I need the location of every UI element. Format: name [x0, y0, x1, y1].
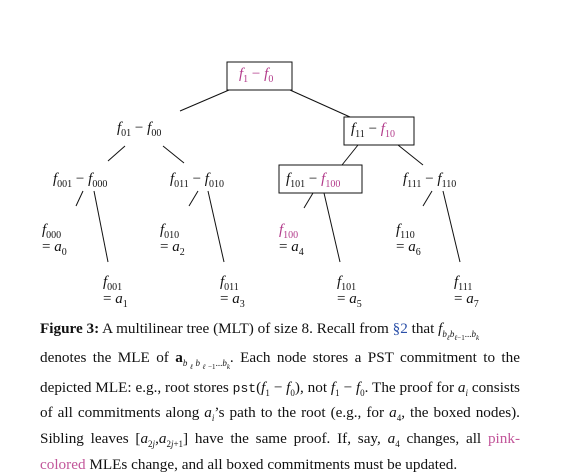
section-ref-link[interactable]: §2 — [392, 320, 408, 337]
node-111-label: f111 − f110 — [403, 171, 457, 190]
edge-011-right — [207, 190, 225, 263]
node-01-label: f01 − f00 — [117, 120, 162, 139]
node-011-label: f011 − f010 — [170, 171, 224, 190]
leaf-100: f100 — [279, 222, 299, 241]
leaf-100-eq: = a4 — [279, 239, 304, 258]
edge-001-left — [75, 190, 84, 207]
leaf-011: f011 — [220, 274, 239, 293]
node-001-label: f001 − f000 — [53, 171, 108, 190]
leaf-001: f001 — [103, 274, 123, 293]
edge-101-right — [323, 192, 341, 263]
leaf-111: f111 — [454, 274, 473, 293]
figure-caption: Figure 3: A multilinear tree (MLT) of si… — [40, 320, 520, 473]
edge-101-left — [303, 192, 314, 209]
node-root-label: f1 − f0 — [239, 66, 274, 85]
edge-111-left — [422, 190, 433, 207]
leaf-101: f101 — [337, 274, 357, 293]
edge-001-right — [93, 190, 109, 263]
node-101-box — [278, 164, 363, 194]
leaf-000: f000 — [42, 222, 62, 241]
edge-01-left — [107, 145, 126, 162]
edge-root-right — [289, 89, 351, 118]
node-11-box — [343, 116, 415, 146]
edge-011-left — [188, 190, 199, 207]
leaf-000-eq: = a0 — [42, 239, 67, 258]
edge-11-right — [397, 144, 424, 166]
edge-11-left — [341, 144, 359, 166]
caption-label: Figure 3: — [40, 320, 100, 337]
leaf-011-eq: = a3 — [220, 291, 245, 310]
node-11-label: f11 − f10 — [351, 121, 395, 140]
edge-root-left — [179, 89, 230, 112]
leaf-101-eq: = a5 — [337, 291, 362, 310]
leaf-111-eq: = a7 — [454, 291, 479, 310]
node-101-label: f101 − f100 — [286, 171, 341, 190]
edge-111-right — [442, 190, 461, 263]
leaf-110: f110 — [396, 222, 415, 241]
leaf-010-eq: = a2 — [160, 239, 185, 258]
tree-diagram — [75, 61, 461, 263]
edge-01-right — [162, 145, 185, 164]
leaf-001-eq: = a1 — [103, 291, 128, 310]
leaf-110-eq: = a6 — [396, 239, 421, 258]
root-box — [226, 61, 293, 91]
leaf-010: f010 — [160, 222, 180, 241]
